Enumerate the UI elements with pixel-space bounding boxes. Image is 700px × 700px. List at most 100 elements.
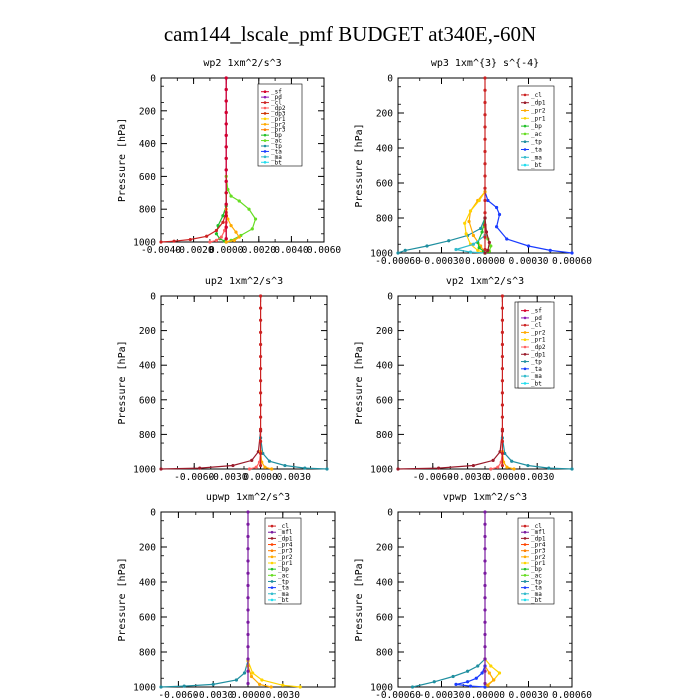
x-tick-label: -0.0030	[448, 472, 488, 483]
x-tick-label: 0.00000	[465, 690, 505, 700]
data-point	[483, 534, 487, 539]
data-point	[437, 466, 441, 470]
data-point	[232, 238, 236, 242]
data-point	[325, 467, 329, 471]
x-tick-label: -0.0040	[141, 245, 181, 256]
data-point	[464, 232, 468, 236]
data-point	[234, 230, 238, 234]
legend-label: _mfl	[278, 529, 293, 536]
x-tick-label: 0.0030	[520, 472, 555, 483]
legend-marker	[270, 555, 274, 559]
data-point	[246, 645, 250, 649]
legend-label: _bp	[531, 566, 542, 573]
legend-marker	[523, 124, 527, 128]
legend-marker	[523, 367, 527, 371]
legend-marker	[263, 128, 267, 132]
x-tick-label: -0.0060	[413, 472, 453, 483]
data-point	[468, 250, 473, 254]
data-point	[246, 571, 250, 575]
y-axis-label: Pressure [hPa]	[354, 340, 365, 424]
series-line-tp	[260, 437, 328, 470]
legend-marker	[523, 316, 527, 320]
data-point	[254, 465, 258, 469]
data-point	[261, 451, 265, 456]
legend-marker	[270, 549, 274, 552]
data-point	[483, 211, 487, 215]
data-point	[500, 403, 504, 407]
x-tick-label: -0.0030	[207, 472, 247, 483]
data-point	[483, 657, 487, 661]
data-point	[224, 76, 228, 80]
legend-marker	[270, 586, 274, 589]
data-point	[489, 244, 493, 248]
data-point	[500, 379, 504, 383]
data-point	[260, 678, 264, 682]
x-tick-label: -0.0020	[174, 245, 214, 256]
data-point	[403, 248, 407, 252]
data-point	[259, 463, 263, 468]
legend-label: _dp1	[531, 100, 546, 107]
y-tick-label: 400	[376, 361, 393, 372]
legend-marker	[523, 331, 527, 334]
y-tick-label: 600	[139, 172, 156, 183]
data-point	[259, 294, 263, 298]
y-axis-label: Pressure [hPa]	[117, 557, 128, 641]
data-point	[447, 239, 451, 243]
legend-label: _cl	[271, 100, 282, 107]
panel-title: upwp 1xm^2/s^3	[206, 492, 290, 503]
x-tick-label: -0.00060	[375, 690, 421, 700]
series-line-dp1	[397, 430, 503, 470]
data-point	[471, 233, 475, 238]
data-point	[226, 217, 230, 221]
legend-marker	[263, 90, 267, 94]
data-point	[224, 240, 228, 244]
data-point	[483, 88, 487, 92]
legend-marker	[523, 580, 527, 583]
legend-label: _pr1	[271, 116, 286, 123]
legend-marker	[523, 156, 527, 159]
y-tick-label: 600	[139, 395, 156, 406]
panel-title: vpwp 1xm^2/s^3	[443, 492, 527, 503]
y-tick-label: 400	[139, 139, 156, 150]
legend-label: _bp	[531, 123, 542, 130]
legend-label: _ac	[271, 138, 282, 145]
data-point	[500, 427, 504, 431]
data-point	[283, 463, 287, 468]
data-point	[476, 664, 480, 668]
data-point	[500, 330, 504, 334]
data-point	[483, 247, 487, 252]
x-tick-label: 0.00060	[552, 690, 592, 700]
data-point	[247, 467, 252, 471]
legend-label: _dp2	[271, 105, 286, 112]
series-line-tp	[412, 658, 486, 688]
x-tick-label: 0.00030	[508, 690, 548, 700]
data-point	[500, 451, 504, 456]
data-point	[483, 198, 487, 203]
data-point	[477, 198, 481, 203]
data-point	[483, 632, 487, 637]
y-tick-label: 800	[376, 430, 393, 441]
legend-marker	[270, 543, 274, 546]
data-point	[486, 248, 490, 252]
legend-marker	[523, 561, 527, 565]
legend-label: _ma	[278, 591, 289, 598]
data-point	[303, 466, 307, 470]
data-point	[259, 427, 263, 431]
data-point	[250, 458, 254, 462]
data-point	[500, 415, 504, 419]
legend-marker	[523, 374, 527, 378]
data-point	[246, 681, 250, 686]
legend-label: _tp	[531, 139, 542, 146]
data-point	[249, 674, 254, 679]
x-tick-label: 0.0000	[485, 472, 520, 483]
x-tick-label: -0.0030	[193, 690, 233, 700]
y-tick-label: 600	[376, 613, 393, 624]
data-point	[483, 186, 487, 190]
data-point	[246, 669, 250, 673]
x-tick-label: 0.0000	[231, 690, 266, 700]
data-point	[548, 248, 552, 252]
panel-2: wp3 1xm^{3} s^{-4}02004006008001000-0.00…	[354, 58, 592, 267]
data-point	[480, 671, 484, 675]
y-axis-label: Pressure [hPa]	[117, 118, 128, 202]
